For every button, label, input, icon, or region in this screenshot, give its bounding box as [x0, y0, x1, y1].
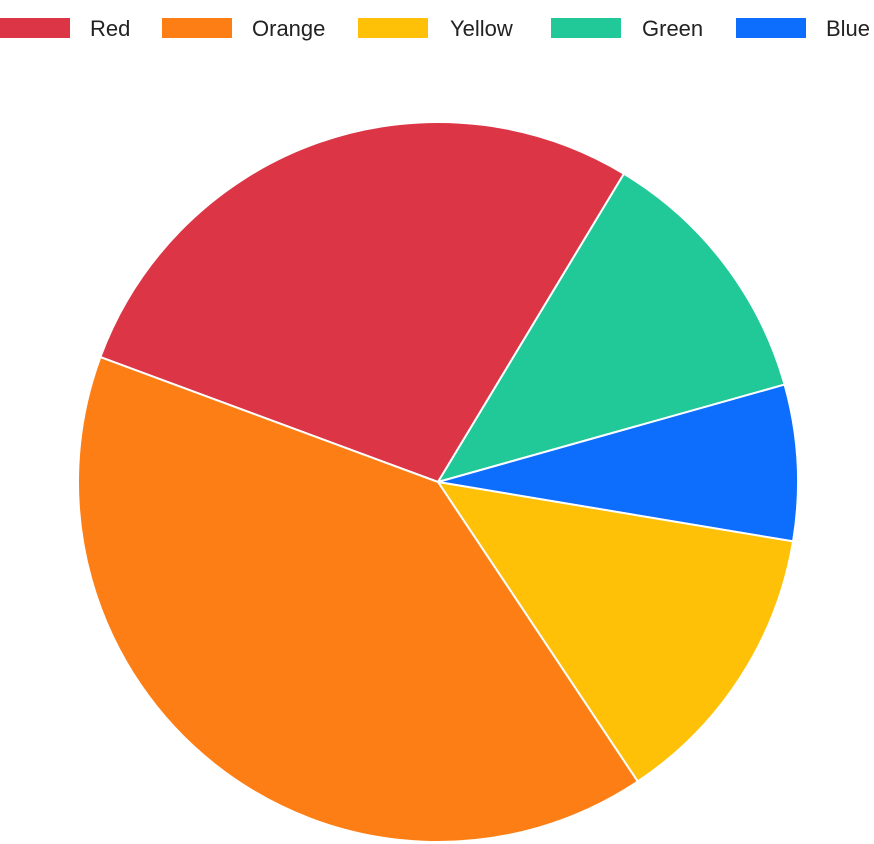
chart-legend: Red Orange Yellow Green Blue — [0, 16, 870, 41]
pie-slices — [77, 121, 799, 843]
legend-label-blue[interactable]: Blue — [826, 16, 870, 41]
pie-slice-green[interactable] — [437, 172, 786, 483]
legend-swatch-orange[interactable] — [162, 18, 232, 38]
pie-slice-yellow[interactable] — [437, 481, 795, 783]
legend-swatch-green[interactable] — [551, 18, 621, 38]
legend-swatch-yellow[interactable] — [358, 18, 428, 38]
legend-label-red[interactable]: Red — [90, 16, 130, 41]
legend-swatch-red[interactable] — [0, 18, 70, 38]
legend-label-orange[interactable]: Orange — [252, 16, 325, 41]
pie-slice-blue[interactable] — [437, 383, 799, 543]
pie-slice-orange[interactable] — [77, 356, 639, 843]
legend-label-green[interactable]: Green — [642, 16, 703, 41]
legend-swatch-blue[interactable] — [736, 18, 806, 38]
pie-slice-red[interactable] — [99, 121, 625, 483]
legend-label-yellow[interactable]: Yellow — [450, 16, 513, 41]
